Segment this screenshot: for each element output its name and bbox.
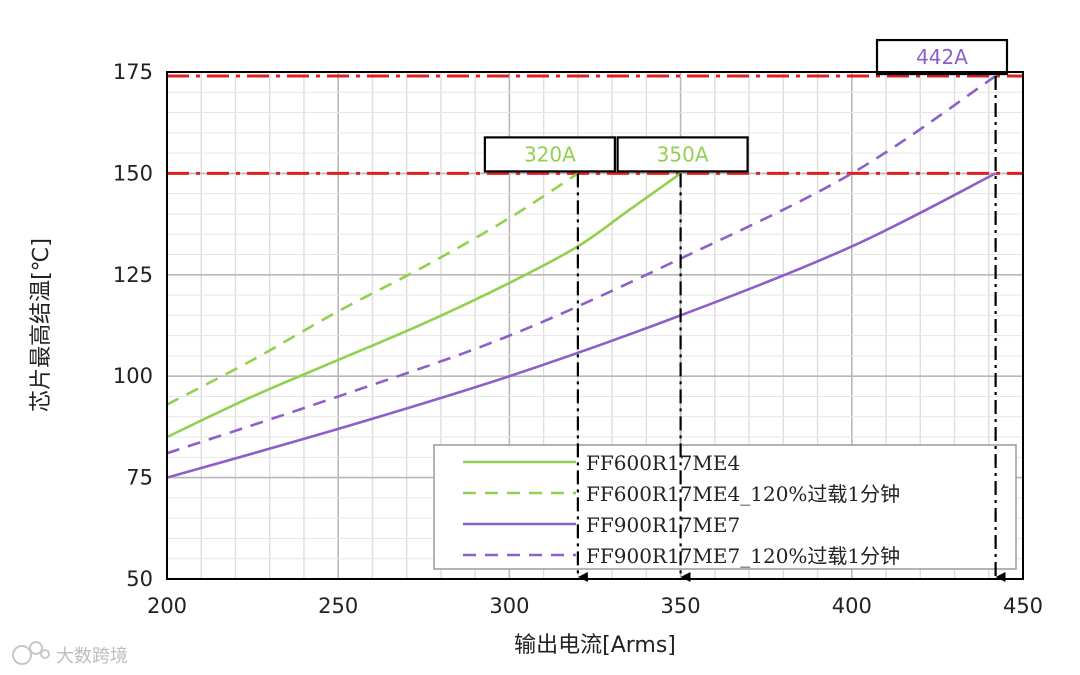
y-tick-label: 125: [113, 263, 153, 287]
legend-label: FF600R17ME4_120%过载1分钟: [586, 482, 900, 506]
legend-box: [433, 444, 1017, 570]
watermark: 大数跨境: [12, 641, 128, 667]
x-tick-label: 250: [318, 594, 358, 618]
callout-label: 320A: [524, 142, 576, 166]
series-line: [166, 74, 997, 455]
watermark-logo-icon: [12, 641, 50, 665]
x-tick-label: 300: [489, 594, 529, 618]
y-tick-label: 175: [113, 60, 153, 84]
callout-box: [875, 38, 1009, 76]
watermark-text: 大数跨境: [56, 646, 128, 667]
y-tick-label: 150: [113, 161, 153, 185]
legend-label: FF600R17ME4: [586, 451, 740, 475]
ticks: 200 250 300 350 400 450 50 75 100 125 150 175: [113, 60, 1043, 618]
y-tick-label: 75: [126, 466, 153, 490]
callout-box: [483, 136, 616, 173]
y-tick-label: 100: [113, 364, 153, 388]
legend: FF600R17ME4 FF600R17ME4_120%过载1分钟 FF900R17…: [433, 444, 1017, 570]
callout-label: 442A: [916, 45, 968, 69]
annotations: 320A 350A 442A: [483, 38, 1009, 582]
series-line: [166, 172, 997, 479]
series-lines: [166, 74, 997, 479]
x-tick-label: 450: [1003, 594, 1043, 618]
plot-frame: [166, 71, 1024, 580]
x-tick-label: 400: [832, 594, 872, 618]
callout-label: 350A: [657, 142, 709, 166]
legend-label: FF900R17ME7_120%过载1分钟: [586, 544, 900, 568]
series-line: [166, 172, 682, 439]
legend-label: FF900R17ME7: [586, 513, 740, 537]
series-line: [166, 172, 579, 406]
callout-box: [616, 136, 749, 173]
x-tick-label: 200: [147, 594, 187, 618]
x-axis-title: 输出电流[Arms]: [514, 633, 676, 658]
x-tick-label: 350: [661, 594, 701, 618]
y-tick-label: 50: [126, 567, 153, 591]
y-axis-title: 芯片最高结温[℃]: [29, 238, 54, 412]
